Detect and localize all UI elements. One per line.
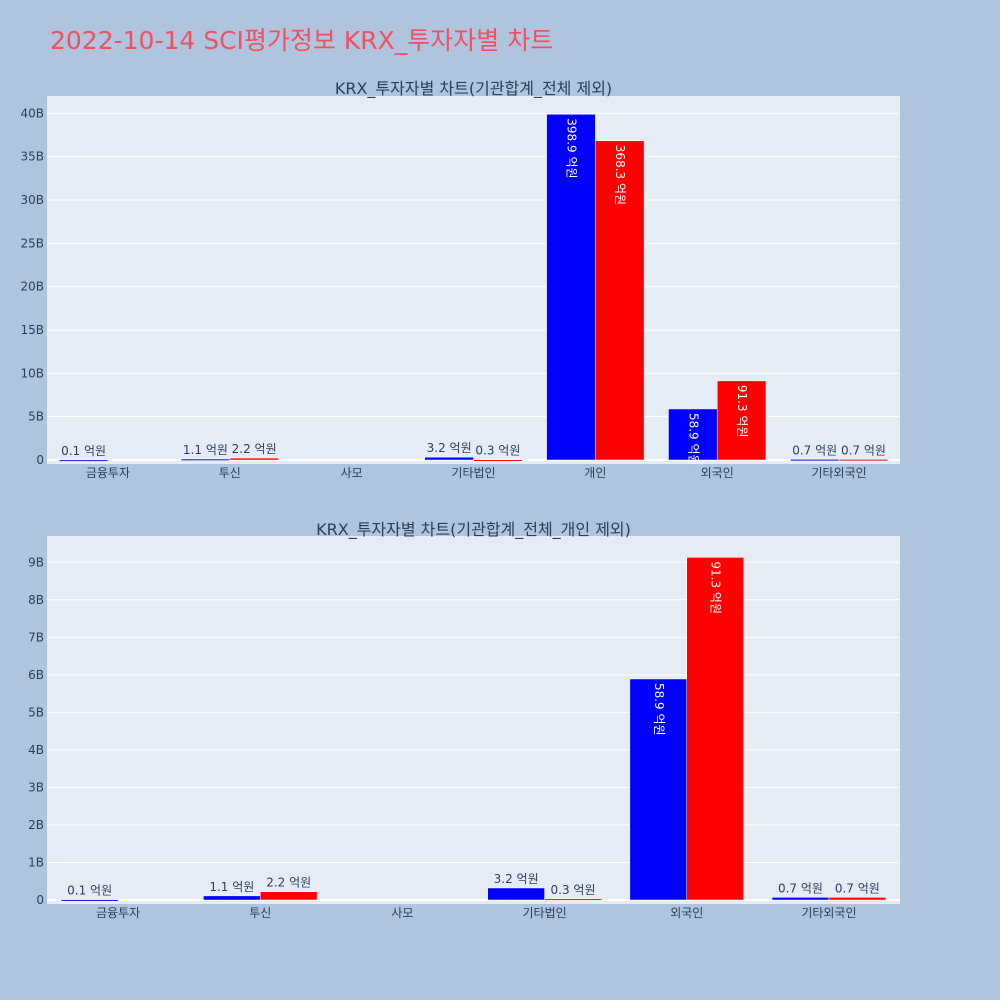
- y-tick-label: 1B: [28, 855, 44, 869]
- y-tick-label: 4B: [28, 743, 44, 757]
- data-label: 0.3 억원: [551, 883, 596, 897]
- y-tick-label: 2B: [28, 818, 44, 832]
- bar: [544, 898, 602, 901]
- y-tick-label: 0: [36, 893, 44, 907]
- x-tick-label: 기타외국인: [801, 906, 856, 920]
- data-label: 0.7 억원: [835, 881, 880, 895]
- data-label: 58.9 억원: [652, 683, 666, 736]
- bar: [790, 459, 840, 462]
- bar: [716, 380, 767, 461]
- bar: [487, 887, 545, 901]
- data-label: 0.7 억원: [841, 443, 886, 457]
- x-tick-label: 기타외국인: [811, 466, 866, 480]
- x-tick-label: 투신: [219, 466, 241, 480]
- bar: [473, 459, 523, 462]
- y-tick-label: 5B: [28, 705, 44, 719]
- data-label: 3.2 억원: [427, 441, 472, 455]
- data-label: 0.7 억원: [792, 443, 837, 457]
- bar: [668, 408, 718, 461]
- y-tick-label: 20B: [20, 280, 44, 294]
- chart-panel-bottom: 0 1B 2B 3B 4B 5B 6B 7B 8B 9B KRX_투자자별 차트(기관합계_전체_개…: [28, 520, 900, 920]
- y-tick-label: 15B: [20, 323, 44, 337]
- plot-area: [47, 96, 900, 464]
- data-label: 1.1 억원: [183, 443, 228, 457]
- y-tick-label: 10B: [20, 366, 44, 380]
- y-tick-label: 0: [36, 453, 44, 467]
- y-tick-label: 3B: [28, 780, 44, 794]
- x-tick-label: 사모: [391, 906, 413, 920]
- chart-panel-top: 0 5B 10B 15B 20B 25B 30B 35B 40B KRX_투자자별 차트(기관합계…: [20, 79, 900, 480]
- bar: [828, 897, 887, 901]
- bar: [686, 557, 744, 901]
- bar: [838, 459, 889, 462]
- x-tick-label: 개인: [584, 466, 606, 480]
- data-label: 0.1 억원: [61, 444, 106, 458]
- y-tick-label: 8B: [28, 593, 44, 607]
- data-label: 2.2 억원: [232, 442, 277, 456]
- data-label: 91.3 억원: [709, 561, 723, 614]
- y-tick-label: 40B: [20, 106, 44, 120]
- plot-area: [47, 536, 900, 904]
- x-tick-label: 금융투자: [86, 466, 130, 480]
- x-tick-label: 금융투자: [96, 906, 140, 920]
- data-label: 91.3 억원: [735, 385, 749, 438]
- chart-title: KRX_투자자별 차트(기관합계_전체 제외): [335, 79, 612, 99]
- bar: [60, 899, 119, 902]
- data-label: 3.2 억원: [494, 872, 539, 886]
- x-tick-label: 기타법인: [522, 906, 566, 920]
- data-label: 0.1 억원: [67, 884, 112, 898]
- y-tick-label: 30B: [20, 193, 44, 207]
- data-label: 1.1 억원: [209, 880, 254, 894]
- bar: [180, 458, 231, 461]
- y-tick-label: 35B: [20, 150, 44, 164]
- x-tick-label: 투신: [249, 906, 271, 920]
- y-tick-label: 6B: [28, 668, 44, 682]
- data-label: 0.7 억원: [778, 881, 823, 895]
- y-tick-label: 7B: [28, 630, 44, 644]
- x-tick-label: 기타법인: [451, 466, 495, 480]
- bar: [260, 891, 318, 901]
- x-tick-label: 외국인: [701, 466, 734, 480]
- x-tick-label: 사모: [341, 466, 363, 480]
- page-title: 2022-10-14 SCI평가정보 KRX_투자자별 차트: [50, 26, 553, 55]
- bar: [771, 897, 830, 901]
- y-tick-label: 5B: [28, 410, 44, 424]
- chart-title: KRX_투자자별 차트(기관합계_전체_개인 제외): [316, 520, 631, 540]
- bar: [203, 895, 261, 901]
- data-label: 58.9 억원: [686, 413, 700, 466]
- data-label: 398.9 억원: [564, 118, 578, 178]
- data-label: 0.3 억원: [475, 444, 520, 458]
- bar: [229, 457, 279, 461]
- data-label: 368.3 억원: [613, 145, 627, 205]
- data-label: 2.2 억원: [266, 876, 311, 890]
- y-tick-label: 9B: [28, 555, 44, 569]
- y-tick-label: 25B: [20, 236, 44, 250]
- bar: [424, 456, 474, 461]
- bar: [58, 459, 109, 462]
- bar: [595, 140, 645, 461]
- bar: [629, 678, 688, 901]
- x-tick-label: 외국인: [670, 906, 703, 920]
